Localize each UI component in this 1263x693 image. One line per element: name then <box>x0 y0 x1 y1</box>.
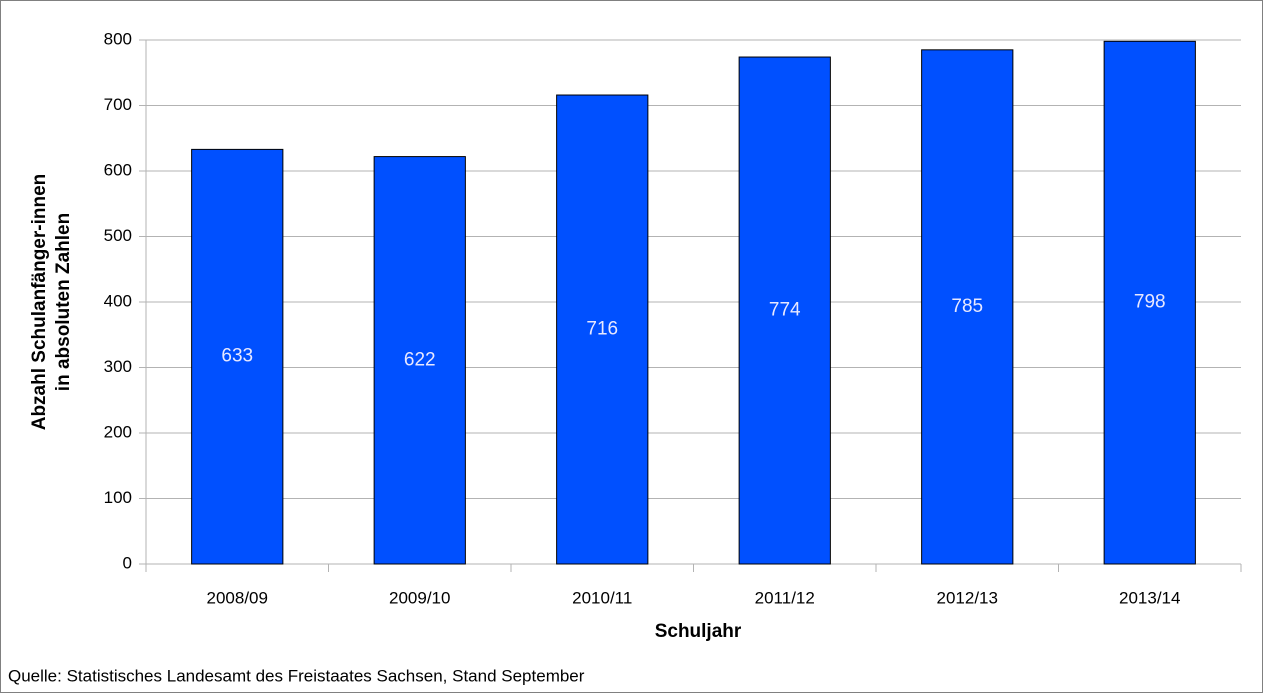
y-tick-label: 0 <box>123 553 132 572</box>
y-axis-label: Abzahl Schulanfänger-innen <box>29 174 50 431</box>
y-tick-label: 100 <box>104 488 132 507</box>
y-tick-label: 800 <box>104 29 132 48</box>
bar <box>191 148 284 565</box>
data-label: 633 <box>221 346 253 367</box>
x-axis-label: Schuljahr <box>655 621 742 642</box>
data-label: 785 <box>951 296 983 317</box>
x-tick-label: 2011/12 <box>755 588 815 607</box>
y-axis-label: in absoluten Zahlen <box>53 213 74 391</box>
bar <box>556 94 649 565</box>
y-tick-label: 600 <box>104 160 132 179</box>
x-tick-label: 2010/11 <box>572 588 632 607</box>
x-tick-label: 2012/13 <box>937 588 998 607</box>
y-tick-label: 400 <box>104 291 132 310</box>
x-tick-label: 2008/09 <box>207 588 268 607</box>
x-tick-label: 2013/14 <box>1119 588 1180 607</box>
source-note: Quelle: Statistisches Landesamt des Frei… <box>8 666 585 685</box>
data-label: 716 <box>586 319 618 340</box>
y-tick-label: 300 <box>104 357 132 376</box>
y-tick-label: 700 <box>104 95 132 114</box>
y-tick-label: 500 <box>104 226 132 245</box>
bar <box>373 156 466 565</box>
x-tick-label: 2009/10 <box>389 588 450 607</box>
y-tick-label: 200 <box>104 422 132 441</box>
bar <box>1103 40 1196 565</box>
data-label: 774 <box>769 300 801 321</box>
data-label: 798 <box>1134 292 1166 313</box>
bar <box>921 49 1014 565</box>
bar <box>738 56 831 565</box>
data-label: 622 <box>404 349 436 370</box>
